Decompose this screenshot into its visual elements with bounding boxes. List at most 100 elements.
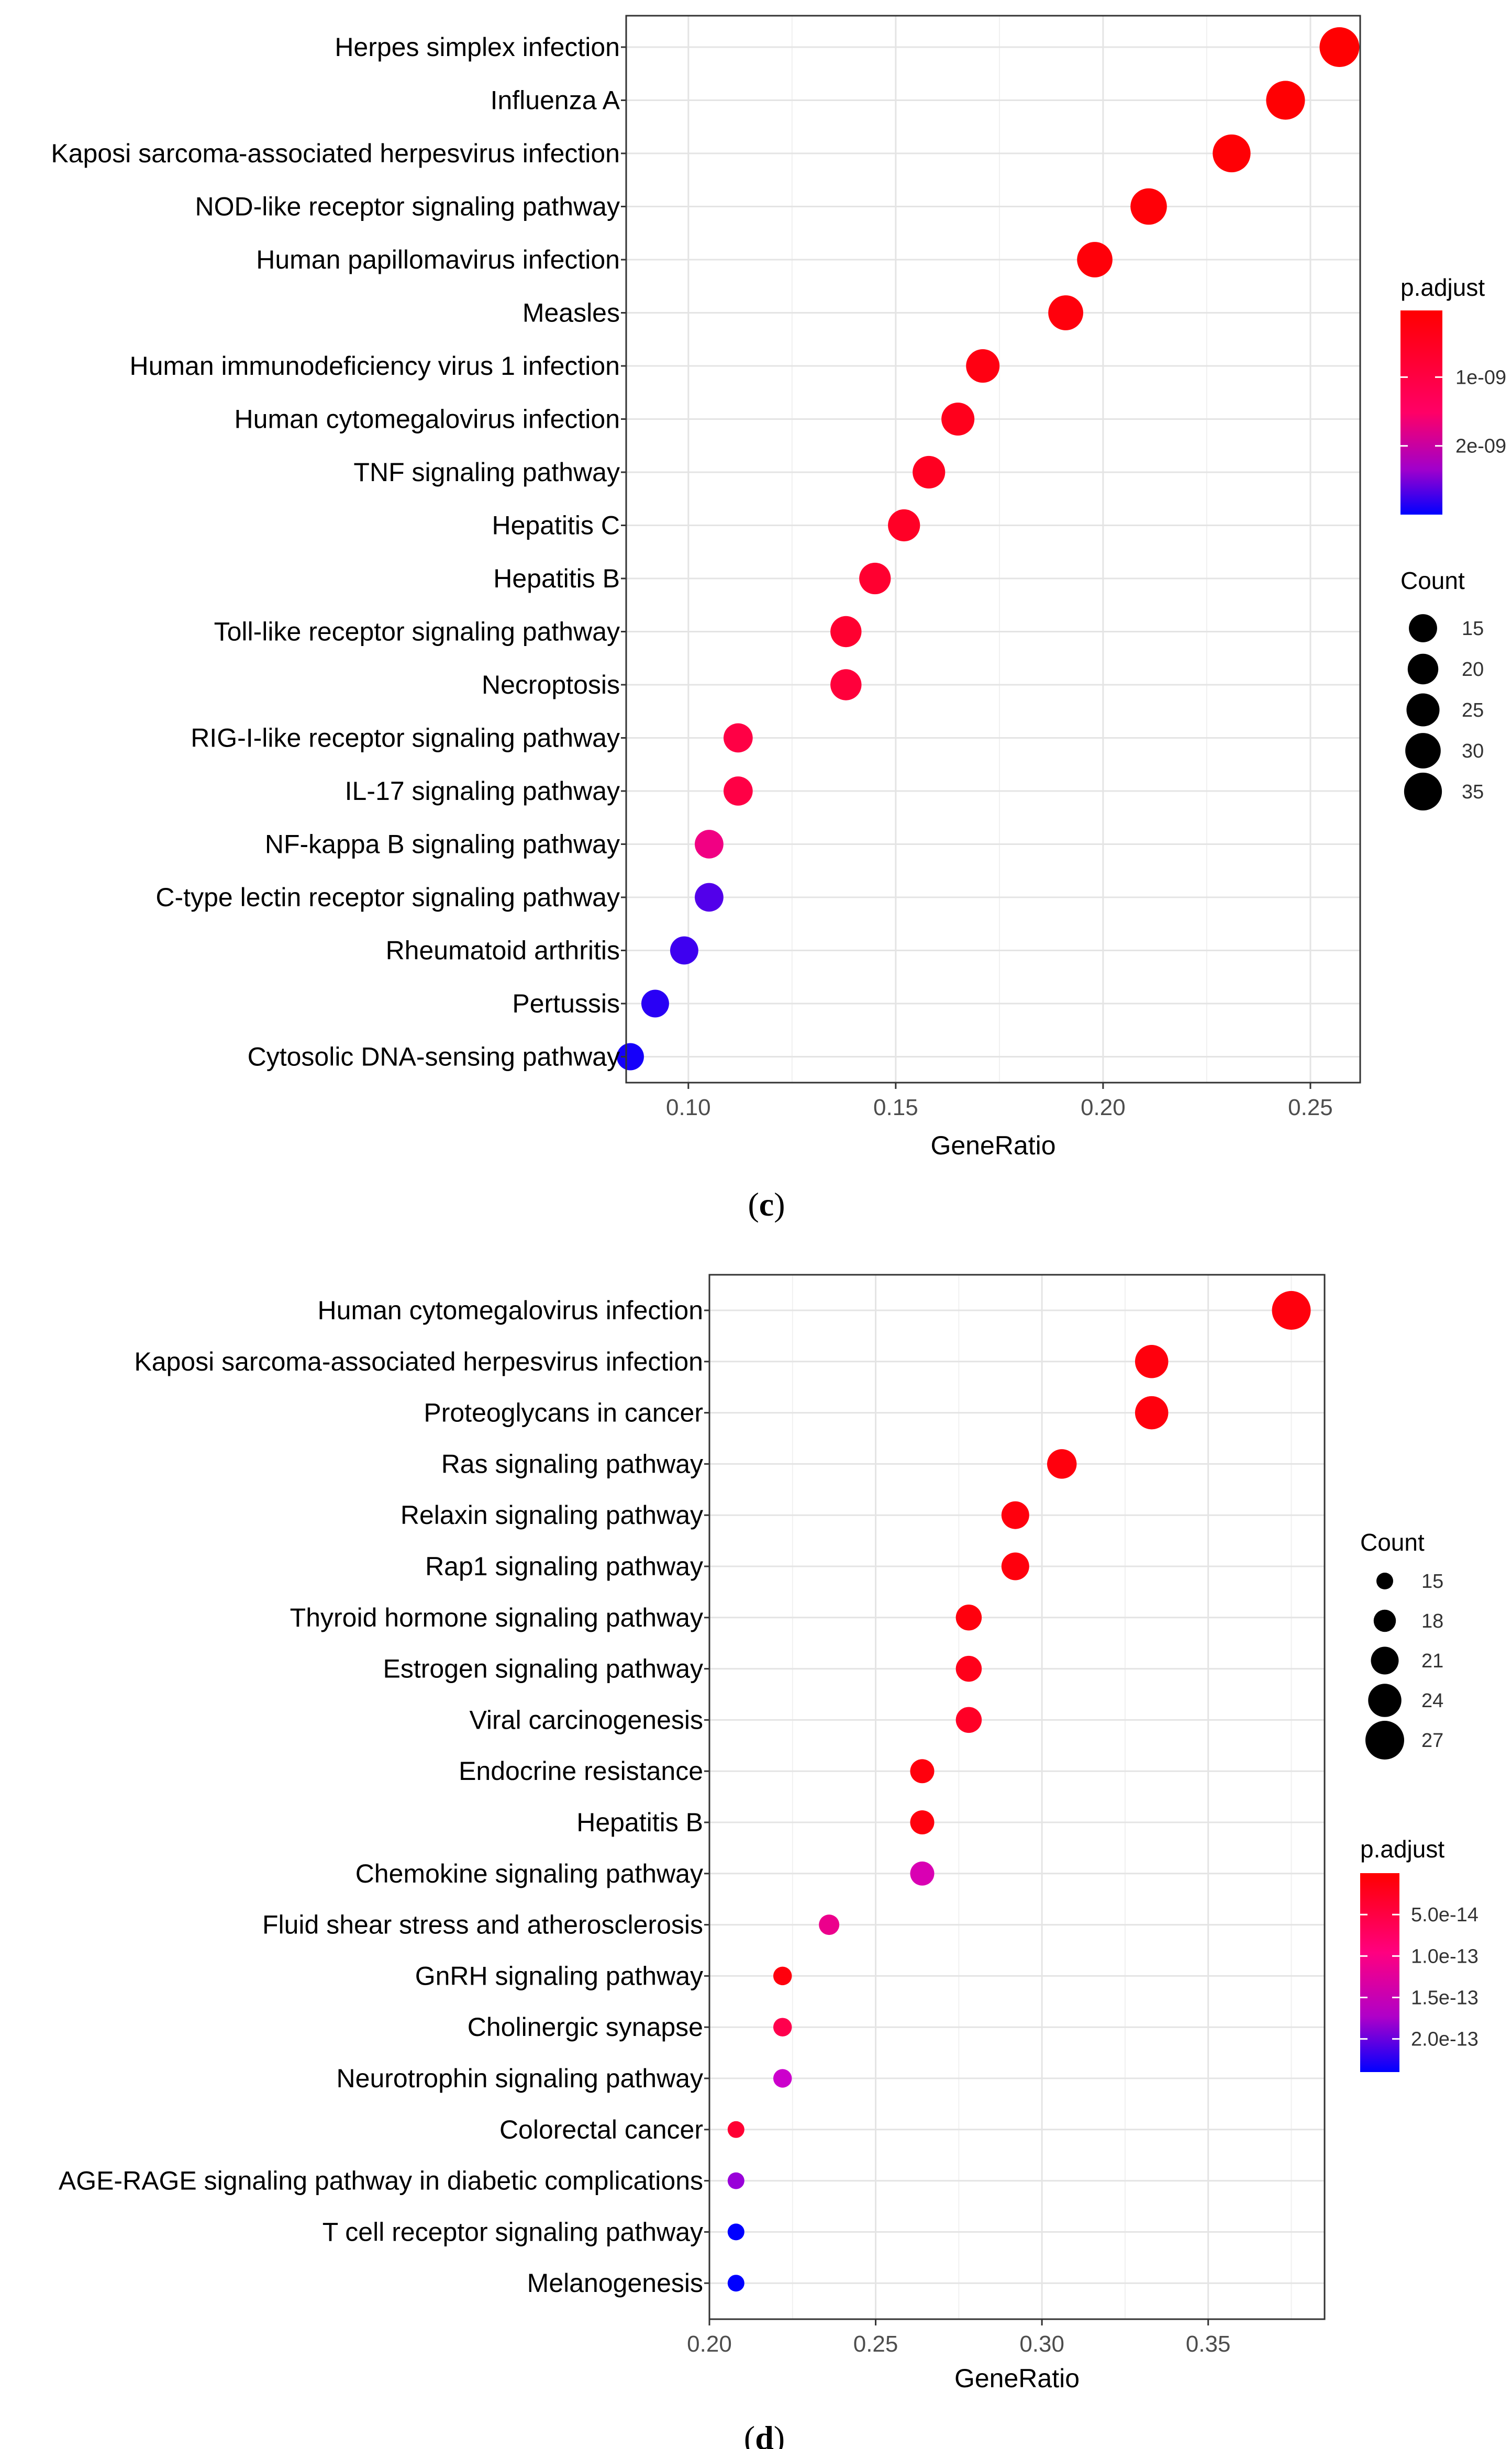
y-tick-label: Hepatitis B	[576, 1808, 703, 1837]
size-legend-title: Count	[1400, 567, 1465, 594]
data-point	[727, 2121, 744, 2138]
y-tick-label: Colorectal cancer	[499, 2115, 703, 2144]
size-legend-label: 20	[1462, 659, 1484, 681]
data-point	[641, 989, 669, 1018]
y-tick-label: Rap1 signaling pathway	[425, 1552, 703, 1581]
data-point	[727, 2172, 744, 2189]
color-legend-label: 1e-09	[1455, 366, 1506, 388]
y-tick-label: Toll-like receptor signaling pathway	[214, 617, 620, 647]
size-legend-key	[1368, 1684, 1402, 1717]
color-legend-bar	[1400, 310, 1442, 515]
y-tick-label: Human immunodeficiency virus 1 infection	[129, 351, 620, 381]
y-tick-label: RIG-I-like receptor signaling pathway	[191, 723, 620, 753]
color-legend-label: 1.0e-13	[1411, 1945, 1478, 1967]
data-point	[830, 616, 862, 648]
panel-label: (d)	[744, 2419, 785, 2449]
data-point	[955, 1605, 982, 1631]
y-tick-label: NF-kappa B signaling pathway	[265, 830, 620, 859]
color-legend-label: 5.0e-14	[1411, 1904, 1478, 1926]
y-tick-label: Cholinergic synapse	[468, 2012, 703, 2042]
size-legend-label: 18	[1421, 1610, 1443, 1632]
size-legend-key	[1365, 1721, 1404, 1760]
data-point	[773, 2018, 792, 2036]
y-tick-label: Measles	[522, 298, 620, 328]
panel-border	[625, 15, 1361, 1084]
y-tick-label: Kaposi sarcoma-associated herpesvirus in…	[51, 139, 620, 168]
data-point	[1266, 81, 1305, 120]
data-point	[1001, 1501, 1029, 1529]
data-point	[773, 1966, 792, 1986]
size-legend-key	[1406, 693, 1440, 727]
panel-label: (c)	[748, 1186, 785, 1223]
plot-area	[626, 16, 1360, 1083]
data-point	[616, 1043, 644, 1071]
color-legend-bar	[1360, 1873, 1399, 2072]
y-tick-label: Hepatitis C	[492, 511, 620, 540]
size-legend-key	[1405, 733, 1441, 769]
x-tick-label: 0.10	[666, 1095, 711, 1120]
y-tick-label: Chemokine signaling pathway	[355, 1859, 703, 1888]
data-point	[955, 1655, 982, 1682]
color-legend-title: p.adjust	[1360, 1835, 1444, 1863]
color-legend-label: 1.5e-13	[1411, 1987, 1478, 2009]
x-tick-label: 0.20	[687, 2331, 732, 2357]
data-point	[1001, 1552, 1029, 1580]
data-point	[727, 2223, 744, 2241]
size-legend-label: 21	[1421, 1650, 1443, 1672]
x-axis-title: GeneRatio	[954, 2364, 1080, 2393]
data-point	[1272, 1291, 1311, 1330]
data-point	[1135, 1345, 1169, 1378]
data-point	[910, 1861, 935, 1886]
size-legend-label: 24	[1421, 1690, 1443, 1712]
chart-panel-d: Human cytomegalovirus infection Kaposi sa…	[59, 1274, 1478, 2449]
y-tick-label: Cytosolic DNA-sensing pathway	[248, 1042, 620, 1072]
y-tick-label: C-type lectin receptor signaling pathway	[155, 883, 620, 912]
color-legend-title: p.adjust	[1400, 274, 1485, 301]
x-tick-label: 0.35	[1186, 2331, 1231, 2357]
data-point	[1130, 188, 1167, 225]
data-point	[727, 2275, 744, 2292]
color-legend-label: 2.0e-13	[1411, 2029, 1478, 2051]
data-point	[724, 776, 753, 806]
x-tick-label: 0.20	[1081, 1095, 1126, 1120]
y-tick-label: Fluid shear stress and atherosclerosis	[262, 1910, 703, 1940]
y-tick-label: Human papillomavirus infection	[256, 245, 620, 274]
data-point	[1213, 134, 1251, 173]
y-tick-label: Herpes simplex infection	[335, 32, 620, 62]
y-tick-label: Thyroid hormone signaling pathway	[290, 1603, 703, 1632]
y-tick-label: Human cytomegalovirus infection	[318, 1296, 703, 1325]
y-tick-label: Melanogenesis	[527, 2268, 703, 2298]
y-tick-label: Endocrine resistance	[459, 1756, 703, 1786]
y-tick-label: NOD-like receptor signaling pathway	[195, 192, 620, 221]
size-legend-label: 30	[1462, 740, 1484, 762]
data-point	[830, 669, 862, 700]
data-point	[670, 936, 698, 965]
y-tick-label: Hepatitis B	[493, 564, 620, 593]
data-point	[1047, 1449, 1077, 1479]
size-legend-key	[1376, 1573, 1393, 1589]
y-tick-label: Relaxin signaling pathway	[401, 1500, 703, 1530]
data-point	[888, 509, 920, 542]
y-tick-label: AGE-RAGE signaling pathway in diabetic c…	[59, 2166, 703, 2196]
size-legend-label: 35	[1462, 781, 1484, 803]
size-legend-key	[1373, 1609, 1396, 1632]
y-tick-label: Viral carcinogenesis	[469, 1705, 703, 1734]
x-tick-label: 0.15	[873, 1095, 918, 1120]
x-tick-label: 0.25	[853, 2331, 898, 2357]
y-tick-label: Neurotrophin signaling pathway	[337, 2064, 703, 2093]
data-point	[941, 402, 975, 436]
size-legend-label: 15	[1421, 1571, 1443, 1593]
chart-panel-c: Herpes simplex infection Influenza A Kapos…	[51, 15, 1506, 1223]
color-legend-label: 2e-09	[1455, 436, 1506, 458]
size-legend-label: 25	[1462, 699, 1484, 721]
data-point	[910, 1810, 935, 1834]
y-tick-label: Influenza A	[491, 86, 620, 115]
y-tick-label: GnRH signaling pathway	[415, 1961, 703, 1990]
y-tick-label: Pertussis	[512, 989, 620, 1018]
y-tick-label: T cell receptor signaling pathway	[323, 2217, 703, 2246]
data-point	[955, 1707, 982, 1733]
y-tick-label: Proteoglycans in cancer	[424, 1398, 703, 1428]
data-point	[966, 349, 1000, 383]
data-point	[695, 883, 724, 912]
